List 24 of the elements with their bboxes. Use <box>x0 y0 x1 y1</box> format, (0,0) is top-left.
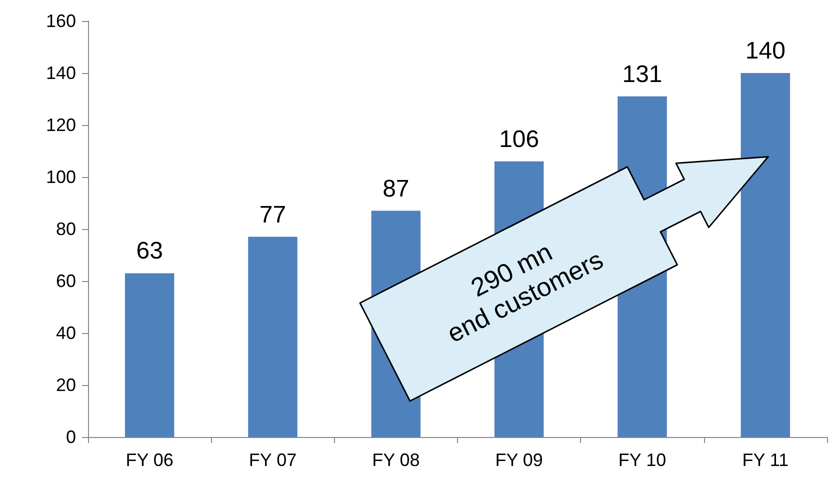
y-tick-label: 0 <box>66 427 76 447</box>
x-tick-label: FY 06 <box>126 450 174 470</box>
x-tick-label: FY 09 <box>495 450 543 470</box>
y-tick-label: 140 <box>46 63 76 83</box>
y-tick-label: 120 <box>46 115 76 135</box>
data-label: 77 <box>259 201 286 228</box>
x-tick-label: FY 08 <box>372 450 420 470</box>
data-label: 87 <box>382 175 410 202</box>
x-tick-label: FY 10 <box>618 450 666 470</box>
y-tick-label: 40 <box>56 323 76 343</box>
data-label: 63 <box>136 238 163 265</box>
bar <box>124 273 174 437</box>
x-tick-label: FY 07 <box>248 450 297 470</box>
y-tick-label: 160 <box>46 11 76 31</box>
y-tick-label: 100 <box>46 167 76 187</box>
y-tick-label: 60 <box>56 271 76 291</box>
bar <box>740 73 790 437</box>
data-label: 140 <box>745 38 786 64</box>
y-tick-label: 80 <box>56 219 76 239</box>
x-tick-label: FY 11 <box>742 450 789 470</box>
data-label: 106 <box>499 126 540 153</box>
y-tick-label: 20 <box>56 375 76 395</box>
data-label: 131 <box>622 60 662 88</box>
bar <box>248 236 298 437</box>
